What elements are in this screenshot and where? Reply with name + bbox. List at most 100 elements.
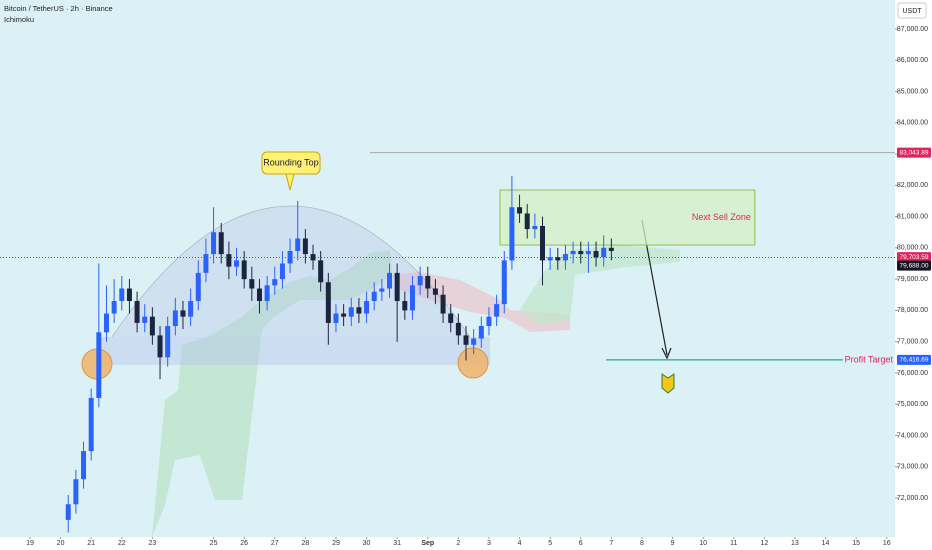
- candle-body: [562, 254, 568, 261]
- candle-body: [601, 247, 607, 258]
- x-tick-label: 10: [699, 540, 707, 547]
- x-tick-label: Sep: [421, 540, 434, 547]
- candle-body: [356, 307, 362, 314]
- price-tag: [897, 354, 931, 365]
- y-tick-label: 74,000.00: [897, 432, 928, 439]
- candle-body: [371, 291, 377, 302]
- candle-body: [279, 263, 285, 280]
- candle-body: [501, 260, 507, 305]
- price-tag-label: 83,043.89: [900, 149, 929, 156]
- y-tick-label: 76,000.00: [897, 370, 928, 377]
- candle-body: [226, 254, 232, 267]
- y-tick-label: 73,000.00: [897, 464, 928, 471]
- candle-body: [81, 451, 87, 480]
- x-tick-label: 8: [640, 540, 644, 547]
- candle-body: [432, 288, 438, 295]
- candle-body: [241, 260, 247, 280]
- arrow-head: [661, 347, 672, 360]
- plot-area: [0, 0, 895, 537]
- x-tick-label: 12: [760, 540, 768, 547]
- icon: [661, 373, 675, 394]
- x-tick-label: 22: [118, 540, 126, 547]
- y-tick-label: 77,000.00: [897, 339, 928, 346]
- y-tick-label: 82,000.00: [897, 182, 928, 189]
- candle-body: [218, 232, 224, 255]
- candle-body: [287, 250, 293, 264]
- candle-body: [65, 504, 71, 520]
- x-tick-label: 29: [332, 540, 340, 547]
- candle-body: [494, 304, 500, 317]
- sell-zone-label: Next Sell Zone: [692, 212, 751, 222]
- candle-body: [195, 272, 201, 302]
- candle-body: [578, 250, 584, 255]
- y-tick-label: 80,000.00: [897, 245, 928, 252]
- candle-body: [555, 257, 561, 261]
- price-tag: [897, 147, 931, 158]
- candle-body: [165, 326, 171, 358]
- candle-body: [409, 285, 415, 311]
- y-tick-label: 72,000.00: [897, 495, 928, 502]
- candle-body: [234, 260, 240, 267]
- price-tag: [897, 252, 931, 263]
- candle-body: [180, 310, 186, 317]
- candle-body: [455, 322, 461, 336]
- support-circle: [457, 347, 489, 379]
- candle-body: [119, 288, 125, 302]
- candle-body: [425, 276, 431, 289]
- price-tag: [897, 260, 931, 271]
- base-zone: [100, 337, 490, 365]
- candle-body: [570, 250, 576, 255]
- candle-body: [142, 316, 148, 323]
- currency: USDT: [902, 8, 922, 15]
- x-tick-label: 7: [609, 540, 613, 547]
- candle-body: [149, 316, 155, 336]
- candle-body: [417, 276, 423, 286]
- candle-body: [126, 288, 132, 302]
- candle-body: [341, 313, 347, 317]
- candle-body: [88, 397, 94, 452]
- candle-body: [256, 288, 262, 302]
- x-tick-label: 9: [671, 540, 675, 547]
- candle-body: [264, 285, 270, 302]
- y-tick-label: 85,000.00: [897, 88, 928, 95]
- y-tick-label: 86,000.00: [897, 57, 928, 64]
- x-tick-label: 16: [883, 540, 891, 547]
- candle-body: [203, 254, 209, 273]
- candle-body: [547, 257, 553, 261]
- x-tick-label: 5: [548, 540, 552, 547]
- x-tick-label: 15: [852, 540, 860, 547]
- candle-body: [272, 279, 278, 286]
- x-tick-label: 25: [210, 540, 218, 547]
- candle-body: [96, 332, 102, 398]
- x-tick-label: 14: [822, 540, 830, 547]
- y-tick-label: 81,000.00: [897, 213, 928, 220]
- candle-body: [524, 213, 530, 230]
- indicator-name: Ichimoku: [4, 15, 34, 24]
- x-tick-label: 11: [730, 540, 737, 547]
- candle-body: [333, 313, 339, 323]
- y-tick-label: 78,000.00: [897, 307, 928, 314]
- candle-body: [379, 288, 385, 292]
- callout-pointer: [285, 173, 295, 191]
- x-tick-label: 13: [791, 540, 799, 547]
- ichimoku-cloud: [392, 272, 570, 332]
- candle-body: [325, 282, 331, 323]
- candle-body: [387, 272, 393, 289]
- y-tick-label: 75,000.00: [897, 401, 928, 408]
- candle-body: [394, 272, 400, 302]
- annotation: Rounding Top: [263, 157, 318, 167]
- candle-body: [318, 260, 324, 283]
- x-tick-label: 23: [148, 540, 156, 547]
- x-tick-label: 26: [240, 540, 248, 547]
- x-tick-label: 31: [393, 540, 401, 547]
- candle-body: [134, 301, 140, 323]
- y-tick-label: 84,000.00: [897, 120, 928, 127]
- candle-body: [402, 301, 408, 311]
- candle-body: [249, 279, 255, 289]
- decorations: [81, 151, 680, 537]
- price-tag-label: 79,703.59: [900, 254, 929, 261]
- candle-body: [448, 313, 454, 323]
- candle-body: [211, 232, 217, 255]
- candle-body: [585, 250, 591, 255]
